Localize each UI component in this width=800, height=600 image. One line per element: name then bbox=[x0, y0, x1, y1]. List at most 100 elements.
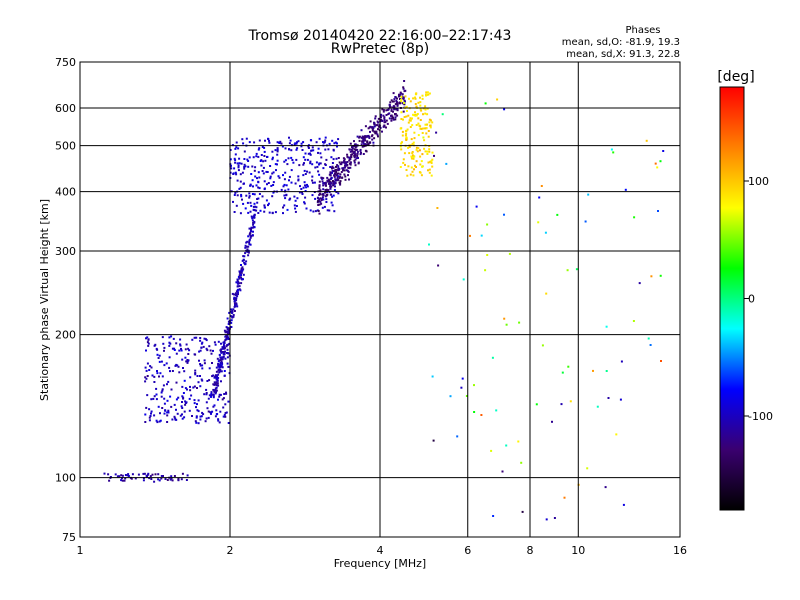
scatter-point bbox=[235, 204, 238, 207]
scatter-point bbox=[218, 395, 221, 398]
scatter-point bbox=[358, 136, 361, 139]
scatter-point bbox=[405, 139, 408, 141]
scatter-point bbox=[127, 473, 130, 476]
scatter-point bbox=[188, 409, 191, 412]
scatter-point bbox=[226, 332, 229, 335]
scatter-point bbox=[392, 117, 395, 119]
scatter-point bbox=[243, 255, 246, 258]
scatter-point bbox=[420, 174, 423, 177]
scatter-point bbox=[200, 378, 203, 381]
scatter-point bbox=[226, 348, 229, 351]
scatter-point bbox=[420, 109, 423, 112]
scatter-point bbox=[236, 285, 239, 288]
scatter-point bbox=[218, 393, 221, 396]
x-tick-label: 4 bbox=[377, 544, 384, 557]
scatter-point bbox=[249, 236, 252, 239]
scatter-point bbox=[303, 201, 306, 204]
scatter-point bbox=[276, 163, 278, 166]
scatter-point bbox=[232, 314, 235, 316]
scatter-point bbox=[146, 394, 149, 397]
scatter-point bbox=[334, 178, 337, 181]
scatter-point bbox=[236, 288, 239, 291]
scatter-point bbox=[151, 374, 154, 377]
scatter-point bbox=[264, 159, 267, 162]
scatter-point bbox=[180, 405, 183, 408]
scatter-point bbox=[427, 93, 430, 96]
scatter-point bbox=[404, 100, 406, 103]
scatter-point bbox=[297, 178, 300, 181]
scatter-point bbox=[230, 308, 233, 311]
scatter-point bbox=[225, 411, 228, 414]
scatter-point bbox=[363, 137, 366, 140]
scatter-point bbox=[432, 439, 435, 442]
scatter-point bbox=[544, 231, 547, 234]
scatter-point bbox=[283, 183, 286, 186]
scatter-point bbox=[220, 370, 223, 373]
scatter-point bbox=[235, 281, 238, 284]
scatter-point bbox=[410, 157, 413, 160]
scatter-point bbox=[339, 173, 342, 176]
scatter-point bbox=[638, 282, 641, 285]
scatter-point bbox=[328, 209, 331, 212]
scatter-point bbox=[205, 392, 208, 394]
scatter-point bbox=[424, 112, 427, 115]
scatter-point bbox=[248, 243, 251, 246]
scatter-point bbox=[619, 398, 622, 401]
scatter-point bbox=[303, 169, 306, 172]
scatter-point bbox=[158, 354, 161, 357]
scatter-point bbox=[163, 364, 166, 367]
scatter-point bbox=[419, 108, 422, 111]
scatter-point bbox=[390, 99, 393, 102]
scatter-point bbox=[234, 305, 237, 308]
scatter-point bbox=[203, 393, 206, 396]
scatter-point bbox=[227, 400, 230, 403]
scatter-point bbox=[316, 201, 319, 204]
scatter-point bbox=[255, 152, 258, 155]
scatter-point bbox=[607, 397, 610, 399]
scatter-point bbox=[318, 173, 321, 176]
scatter-point bbox=[168, 356, 171, 359]
scatter-point bbox=[304, 196, 307, 199]
scatter-point bbox=[356, 155, 359, 157]
scatter-point bbox=[654, 162, 657, 165]
scatter-point bbox=[383, 124, 386, 127]
scatter-point bbox=[171, 479, 174, 482]
scatter-point bbox=[153, 395, 156, 398]
scatter-point bbox=[301, 149, 304, 151]
scatter-point bbox=[204, 420, 207, 423]
scatter-point bbox=[622, 503, 625, 506]
scatter-point bbox=[280, 188, 283, 191]
scatter-point bbox=[276, 148, 279, 151]
scatter-point bbox=[346, 153, 349, 156]
scatter-point bbox=[317, 200, 319, 203]
scatter-point bbox=[145, 406, 148, 409]
scatter-point bbox=[240, 193, 243, 196]
scatter-point bbox=[233, 296, 236, 299]
phases-x-mode: mean, sd,X: 91.3, 22.8 bbox=[566, 49, 680, 60]
scatter-point bbox=[193, 402, 196, 405]
scatter-point bbox=[335, 165, 337, 168]
scatter-point bbox=[212, 349, 214, 352]
scatter-point bbox=[317, 147, 320, 150]
scatter-point bbox=[181, 385, 184, 388]
scatter-point bbox=[364, 135, 367, 138]
scatter-point bbox=[647, 337, 650, 340]
scatter-point bbox=[240, 162, 243, 165]
scatter-point bbox=[490, 449, 493, 452]
scatter-point bbox=[339, 180, 342, 183]
scatter-point bbox=[475, 205, 478, 208]
scatter-point bbox=[333, 189, 336, 191]
scatter-point bbox=[289, 139, 292, 142]
scatter-point bbox=[216, 375, 218, 378]
scatter-point bbox=[302, 186, 305, 189]
scatter-point bbox=[271, 158, 274, 161]
scatter-point bbox=[283, 178, 286, 181]
scatter-point bbox=[238, 288, 241, 291]
scatter-point bbox=[318, 200, 321, 203]
scatter-point bbox=[336, 142, 338, 145]
scatter-point bbox=[396, 104, 399, 107]
scatter-point bbox=[418, 149, 421, 152]
scatter-point bbox=[169, 478, 172, 481]
scatter-point bbox=[247, 235, 250, 238]
scatter-point bbox=[184, 356, 187, 359]
